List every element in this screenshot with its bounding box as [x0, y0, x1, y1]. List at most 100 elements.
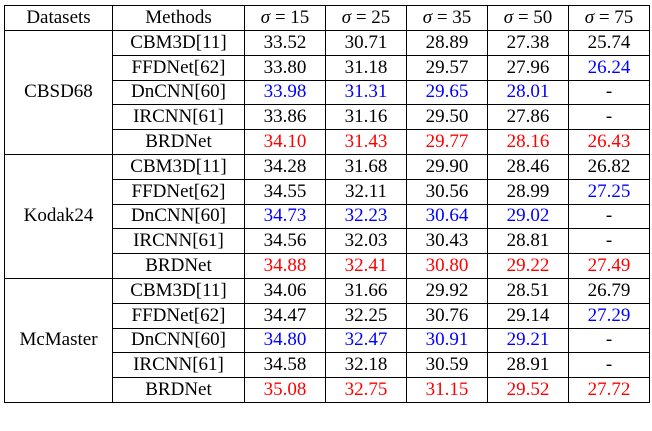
- psnr-value: 30.71: [325, 30, 407, 56]
- method-name: BRDNet: [112, 377, 245, 403]
- psnr-value: 28.16: [487, 129, 569, 155]
- psnr-value: 29.92: [406, 277, 488, 304]
- psnr-value: 30.56: [406, 178, 488, 205]
- psnr-value: 26.43: [568, 129, 650, 155]
- psnr-value: 27.96: [487, 54, 569, 81]
- sigma-level: = 75: [598, 7, 634, 28]
- psnr-value: 29.77: [406, 129, 488, 155]
- psnr-value: 32.75: [325, 377, 407, 403]
- psnr-value: 34.28: [244, 153, 326, 180]
- psnr-value: 33.98: [244, 79, 326, 106]
- sigma-header-35: σ = 35: [406, 5, 488, 31]
- psnr-value: 30.59: [406, 352, 488, 379]
- sigma-symbol: σ: [422, 7, 433, 28]
- psnr-value: 33.80: [244, 54, 326, 81]
- psnr-value: 30.43: [406, 228, 488, 255]
- sigma-symbol: σ: [584, 7, 595, 28]
- table-row: BRDNet 35.08 32.75 31.15 29.52 27.72: [5, 377, 650, 403]
- method-name: FFDNet[62]: [112, 302, 245, 329]
- datasets-header: Datasets: [4, 5, 113, 31]
- psnr-value: 34.55: [244, 178, 326, 205]
- psnr-value: 32.23: [325, 203, 407, 230]
- method-name: FFDNet[62]: [112, 178, 245, 205]
- method-name: IRCNN[61]: [112, 104, 245, 131]
- sigma-symbol: σ: [260, 7, 271, 28]
- psnr-value: 27.86: [487, 104, 569, 131]
- psnr-value: 32.41: [325, 253, 407, 279]
- psnr-value: 34.06: [244, 277, 326, 304]
- table-row: CBSD68 CBM3D[11] 33.52 30.71 28.89 27.38 25.74: [4, 30, 650, 155]
- psnr-value: -: [568, 104, 650, 131]
- psnr-value: 29.14: [487, 302, 569, 329]
- sigma-level: = 35: [436, 7, 472, 28]
- psnr-value: 29.90: [406, 153, 488, 180]
- table-row: IRCNN[61] 34.56 32.03 30.43 28.81-: [5, 228, 650, 255]
- psnr-value: 29.22: [487, 253, 569, 279]
- psnr-value: 29.65: [406, 79, 488, 106]
- psnr-value: 33.86: [244, 104, 326, 131]
- psnr-value: 34.88: [244, 253, 326, 279]
- method-name: DnCNN[60]: [112, 79, 245, 106]
- sigma-symbol: σ: [503, 7, 514, 28]
- psnr-value: 30.91: [406, 327, 488, 354]
- psnr-value: 30.76: [406, 302, 488, 329]
- psnr-value: 28.81: [487, 228, 569, 255]
- psnr-value: 34.47: [244, 302, 326, 329]
- psnr-value: 29.57: [406, 54, 488, 81]
- method-name: BRDNet: [112, 129, 245, 155]
- psnr-value: 27.72: [568, 377, 650, 403]
- table-row: McMaster CBM3D[11] 34.06 31.66 29.92 28.51 26.…: [4, 277, 650, 403]
- psnr-value: 34.56: [244, 228, 326, 255]
- method-name: DnCNN[60]: [112, 327, 245, 354]
- methods-header: Methods: [112, 5, 245, 31]
- psnr-value: 32.18: [325, 352, 407, 379]
- table-row: BRDNet 34.88 32.41 30.80 29.22 27.49: [5, 253, 650, 279]
- psnr-value: 28.46: [487, 153, 569, 180]
- psnr-value: 28.99: [487, 178, 569, 205]
- results-table: Datasets Methods σ = 15 σ = 25 σ = 35 σ …: [4, 5, 650, 403]
- psnr-value: 35.08: [244, 377, 326, 403]
- sigma-header-25: σ = 25: [325, 5, 407, 31]
- sigma-level: = 25: [355, 7, 391, 28]
- psnr-value: 27.29: [568, 302, 650, 329]
- method-name: CBM3D[11]: [112, 277, 245, 304]
- psnr-value: 32.11: [325, 178, 407, 205]
- psnr-value: 34.10: [244, 129, 326, 155]
- psnr-value: -: [568, 79, 650, 106]
- sigma-symbol: σ: [341, 7, 352, 28]
- psnr-value: 31.18: [325, 54, 407, 81]
- dataset-name: McMaster: [4, 277, 113, 403]
- psnr-value: 29.02: [487, 203, 569, 230]
- method-name: FFDNet[62]: [112, 54, 245, 81]
- psnr-value: 31.31: [325, 79, 407, 106]
- sigma-level: = 15: [274, 7, 310, 28]
- psnr-value: -: [568, 327, 650, 354]
- psnr-value: 28.89: [406, 30, 488, 56]
- psnr-value: 26.24: [568, 54, 650, 81]
- psnr-value: 31.43: [325, 129, 407, 155]
- psnr-value: 34.58: [244, 352, 326, 379]
- psnr-value: 31.66: [325, 277, 407, 304]
- psnr-value: 27.38: [487, 30, 569, 56]
- psnr-value: 32.03: [325, 228, 407, 255]
- header-row: Datasets Methods σ = 15 σ = 25 σ = 35 σ …: [4, 5, 650, 31]
- psnr-value: 26.79: [568, 277, 650, 304]
- method-name: CBM3D[11]: [112, 153, 245, 180]
- psnr-value: -: [568, 352, 650, 379]
- psnr-value: 31.16: [325, 104, 407, 131]
- table-row: Kodak24 CBM3D[11] 34.28 31.68 29.90 28.46 26.8…: [4, 153, 650, 279]
- sigma-header-50: σ = 50: [487, 5, 569, 31]
- sigma-header-75: σ = 75: [568, 5, 650, 31]
- psnr-value: 30.80: [406, 253, 488, 279]
- psnr-value: 26.82: [568, 153, 650, 180]
- psnr-value: -: [568, 203, 650, 230]
- psnr-value: 31.68: [325, 153, 407, 180]
- psnr-value: 28.51: [487, 277, 569, 304]
- psnr-value: 33.52: [244, 30, 326, 56]
- table-row: DnCNN[60] 33.98 31.31 29.65 28.01-: [5, 79, 650, 106]
- psnr-value: 27.25: [568, 178, 650, 205]
- psnr-value: 31.15: [406, 377, 488, 403]
- psnr-value: 25.74: [568, 30, 650, 56]
- method-name: IRCNN[61]: [112, 228, 245, 255]
- table-row: FFDNet[62] 34.47 32.25 30.76 29.14 27.29: [5, 302, 650, 329]
